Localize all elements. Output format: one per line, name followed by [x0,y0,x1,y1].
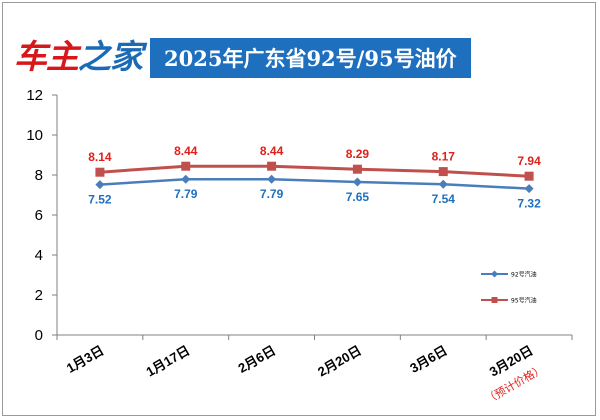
series-95-point [95,167,105,177]
series-95-point [438,167,448,177]
legend-marker-95 [491,297,498,303]
y-tick-label: 6 [35,207,43,224]
series-92-point [95,180,105,190]
data-label-95: 7.94 [517,154,541,168]
series-92-point [352,177,362,187]
series-95-point [524,171,534,181]
y-tick-label: 8 [35,167,43,184]
data-label-95: 8.17 [432,150,456,164]
series-line-95 [99,164,530,178]
series-95-point [352,164,362,174]
data-label-92: 7.32 [517,197,541,211]
data-label-92: 7.54 [432,192,456,206]
x-tick-label: 2月20日 [315,343,364,380]
brand-logo: 车主 之家 [14,36,143,76]
data-label-95: 8.44 [174,144,198,158]
series-92-point [267,174,277,184]
data-label-92: 7.79 [174,187,198,201]
series-95-point [267,161,277,171]
data-label-92: 7.79 [260,187,284,201]
chart-legend: 92号汽油 95号汽油 [481,270,537,305]
y-tick-label: 10 [26,127,43,144]
x-tick-label: 2月6日 [236,343,279,376]
y-tick-label: 12 [26,87,43,104]
chart-data-labels: 7.52 7.79 7.79 7.65 7.54 7.32 8.14 8.44 8.44 8.29… [88,144,541,210]
logo-text-part1: 车主 [14,36,79,76]
data-label-95: 8.44 [260,144,284,158]
data-label-92: 7.65 [346,190,370,204]
series-92-point [524,184,534,194]
legend-marker-92 [491,270,498,278]
x-tick-label: 3月6日 [407,343,450,376]
y-tick-label: 0 [35,327,43,344]
x-tick-label: 1月3日 [64,343,107,376]
y-tick-label: 4 [35,247,43,264]
logo-text-part2: 之家 [78,36,143,76]
data-label-92: 7.52 [88,193,112,207]
series-line-92 [99,177,530,190]
data-label-95: 8.29 [346,147,370,161]
series-95-point [181,161,191,171]
chart-series [95,161,534,194]
series-92-point [438,179,448,189]
chart-title: 2025年广东省92号/95号油价 [150,38,471,78]
y-tick-label: 2 [35,287,43,304]
data-label-95: 8.14 [88,150,112,164]
legend-label-92: 92号汽油 [511,271,537,279]
series-92-point [181,174,191,184]
x-tick-label: 1月17日 [143,343,192,380]
legend-label-95: 95号汽油 [511,297,537,305]
